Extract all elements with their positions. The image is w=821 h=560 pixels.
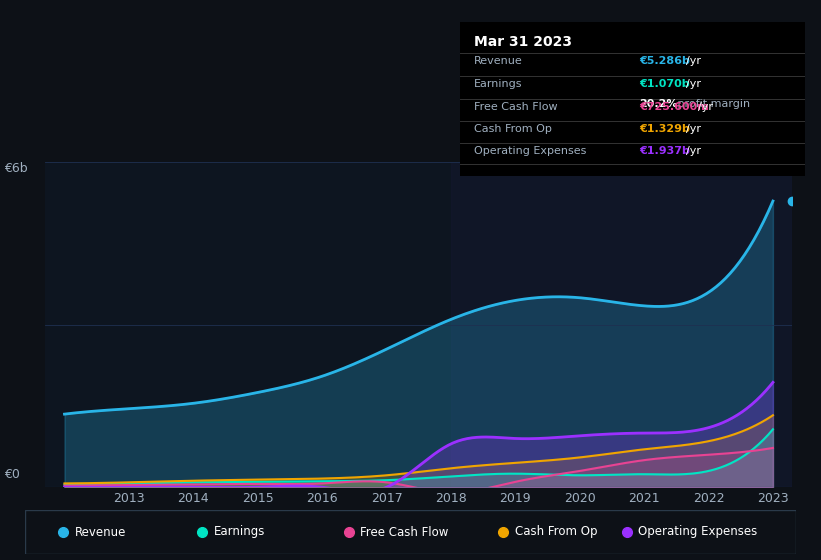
Text: Cash From Op: Cash From Op — [515, 525, 597, 539]
Text: Earnings: Earnings — [213, 525, 265, 539]
Text: /yr: /yr — [686, 57, 701, 66]
Text: Operating Expenses: Operating Expenses — [638, 525, 758, 539]
Text: /yr: /yr — [686, 80, 701, 90]
Text: €1.070b: €1.070b — [639, 80, 690, 90]
Text: Free Cash Flow: Free Cash Flow — [474, 102, 557, 113]
Text: Revenue: Revenue — [474, 57, 522, 66]
Text: profit margin: profit margin — [673, 100, 750, 109]
Text: €5.286b: €5.286b — [639, 57, 690, 66]
Text: €1.937b: €1.937b — [639, 146, 690, 156]
Text: /yr: /yr — [686, 124, 701, 134]
Text: /yr: /yr — [699, 102, 713, 113]
Text: €725.600m: €725.600m — [639, 102, 709, 113]
Text: Operating Expenses: Operating Expenses — [474, 146, 586, 156]
Text: €1.329b: €1.329b — [639, 124, 690, 134]
Text: €6b: €6b — [4, 162, 28, 175]
Text: /yr: /yr — [686, 146, 701, 156]
Text: Revenue: Revenue — [75, 525, 126, 539]
Text: Cash From Op: Cash From Op — [474, 124, 552, 134]
Bar — [451, 162, 792, 487]
Text: €0: €0 — [4, 468, 20, 480]
Text: Mar 31 2023: Mar 31 2023 — [474, 35, 571, 49]
Text: 20.2%: 20.2% — [639, 100, 677, 109]
Text: Free Cash Flow: Free Cash Flow — [360, 525, 449, 539]
Text: Earnings: Earnings — [474, 80, 522, 90]
